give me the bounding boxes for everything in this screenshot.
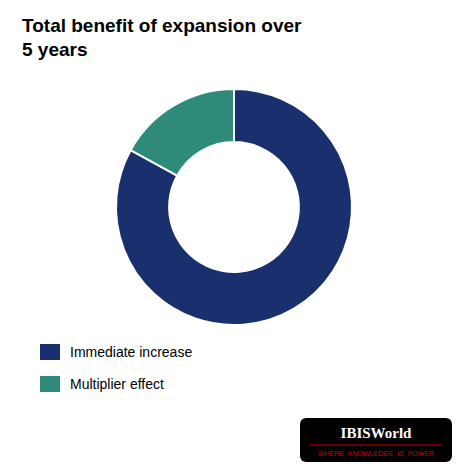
background	[0, 0, 468, 472]
title-line: Total benefit of expansion over	[22, 15, 302, 36]
annotation: WHERE KNOWLEDGE IS POWER	[318, 450, 434, 457]
logo: IBISWorld WHERE KNOWLEDGE IS POWER	[300, 418, 452, 462]
legend-swatch	[40, 344, 60, 360]
legend-swatch	[40, 376, 60, 392]
annotation: IBISWorld	[341, 425, 413, 441]
logo-rule	[310, 445, 442, 446]
title-line: 5 years	[22, 39, 88, 60]
title: Total benefit of expansion over 5 years	[22, 15, 302, 60]
slice	[116, 89, 352, 325]
legend-label: Immediate increase	[70, 344, 192, 360]
legend: Immediate increase Multiplier effect	[40, 344, 192, 392]
slice	[131, 89, 234, 176]
chart: Total benefit of expansion over 5 years Im…	[0, 0, 468, 472]
slices	[116, 89, 352, 325]
chart-container: Total benefit of expansion over 5 years Im…	[0, 0, 468, 472]
logo-box	[300, 418, 452, 462]
legend-label: Multiplier effect	[70, 376, 164, 392]
